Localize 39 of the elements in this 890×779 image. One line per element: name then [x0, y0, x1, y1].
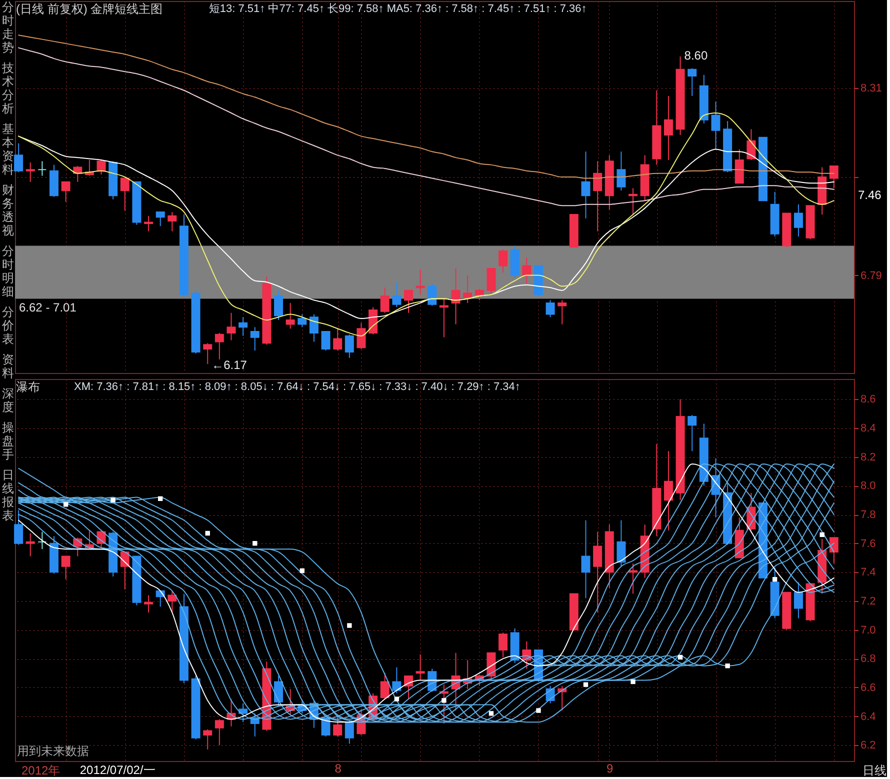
chart-title: (日线 前复权) 金牌短线主图 [16, 2, 163, 16]
x-tick-label: 8 [334, 762, 342, 776]
x-axis-title: 2012年 [22, 764, 60, 778]
y-tick-label: 6.79 [860, 270, 882, 282]
text: 分时明细 [2, 244, 14, 298]
text: 基本资料 [2, 122, 14, 176]
chart-subtitle: 短13: 7.51↑ 中77: 7.45↑ 长99: 7.58↑ MA5: 7.36↑ : 7.58↑ : 7.45↑ : 7.51↑ : 7.36↑ [208, 2, 587, 15]
band-label: 6.62 - 7.01 [19, 300, 77, 315]
chart-title: 瀑布 [16, 380, 40, 394]
text: 财务透视 [2, 183, 14, 238]
y-tick-label: 8.6 [860, 394, 876, 406]
text: 深度 [2, 386, 14, 414]
text: 7.46 [858, 188, 882, 202]
y-axis-title: 日线 [862, 764, 886, 778]
y-tick-label: 7.0 [860, 624, 876, 636]
y-tick-label: 6.2 [860, 740, 876, 752]
y-tick-label: 8.31 [860, 82, 882, 95]
y-tick-label: 8.0 [860, 480, 876, 492]
annotation: ←6.17 [212, 358, 248, 372]
annotation: 8.60 [684, 48, 708, 62]
y-tick-label: 8.2 [860, 451, 876, 464]
text: 分价表 [1, 305, 14, 346]
text: 技术分析 [1, 61, 14, 116]
y-tick-label: 6.4 [860, 710, 876, 723]
y-tick-label: 6.8 [860, 653, 876, 666]
chart-subtitle: XM: 7.36↑ : 7.81↑ : 8.15↑ : 8.09↑ : 8.05↓ : 7.64↓ : 7.54↓ : 7.65↓ : 7.33↓ : 7.40↓ : 7.29↑ : 7.34↑ [74, 381, 520, 393]
y-tick-label: 7.8 [860, 509, 876, 521]
y-tick-label: 7.4 [860, 566, 876, 579]
x-tick-label: 9 [606, 762, 614, 776]
y-tick-label: 8.4 [860, 422, 876, 435]
text: 日线报表 [1, 468, 14, 522]
text: 操盘手 [2, 420, 14, 462]
y-tick-label: 7.6 [860, 538, 876, 550]
text: 2012/07/02/一 [80, 763, 156, 777]
text: 资料 [2, 352, 14, 380]
y-tick-label: 6.6 [860, 682, 876, 694]
annotation: 用到未来数据 [17, 744, 89, 758]
text: 分时走势 [2, 0, 14, 54]
y-tick-label: 7.2 [860, 595, 876, 608]
